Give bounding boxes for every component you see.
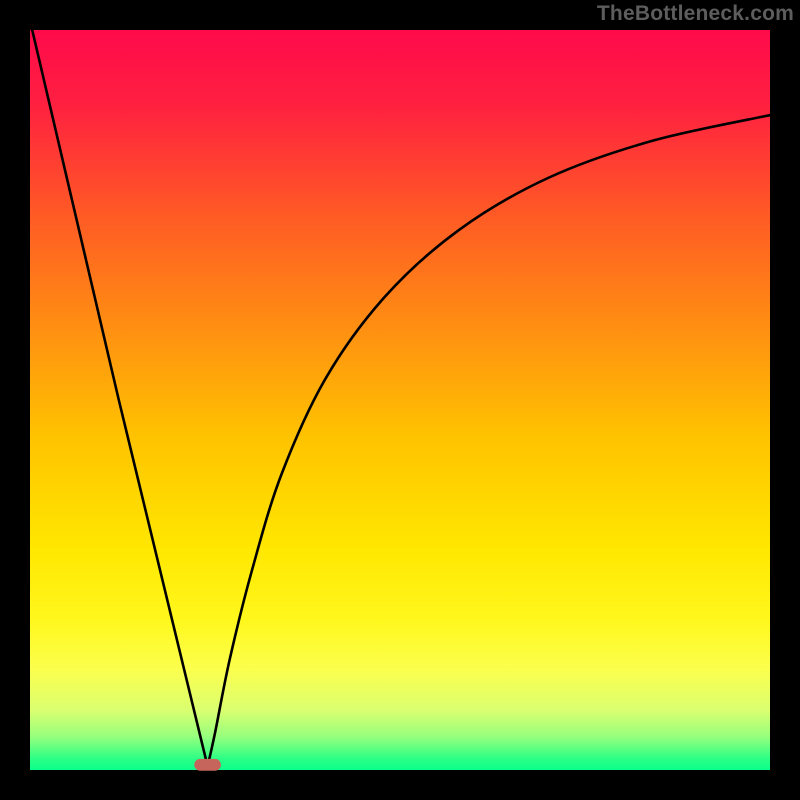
- vertex-marker: [194, 759, 221, 771]
- chart-stage: TheBottleneck.com: [0, 0, 800, 800]
- plot-gradient-background: [30, 30, 770, 770]
- chart-svg: [0, 0, 800, 800]
- watermark-text: TheBottleneck.com: [597, 2, 794, 26]
